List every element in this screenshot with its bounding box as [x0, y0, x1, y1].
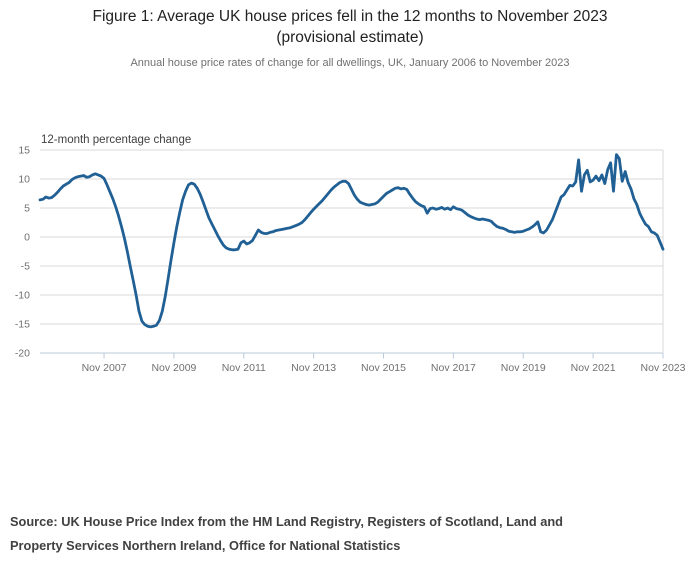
x-tick-label-3: Nov 2013 — [291, 362, 336, 374]
x-tick-label-0: Nov 2007 — [82, 362, 127, 374]
x-tick-label-5: Nov 2017 — [431, 362, 476, 374]
x-tick-label-4: Nov 2015 — [361, 362, 406, 374]
x-tick-label-1: Nov 2009 — [151, 362, 196, 374]
y-tick-label-15: 15 — [18, 145, 30, 157]
y-axis-title: 12-month percentage change — [41, 134, 192, 146]
figure-title: Figure 1: Average UK house prices fell i… — [0, 6, 700, 48]
y-tick-label--15: -15 — [15, 319, 30, 331]
source-line-2: Property Services Northern Ireland, Offi… — [10, 538, 401, 553]
x-tick-label-7: Nov 2021 — [571, 362, 616, 374]
house-price-series-line — [38, 153, 665, 329]
source-note: Source: UK House Price Index from the HM… — [10, 510, 670, 558]
x-tick-label-6: Nov 2019 — [501, 362, 546, 374]
y-tick-label-10: 10 — [18, 174, 30, 186]
x-tick-label-2: Nov 2011 — [222, 362, 266, 374]
y-tick-label-0: 0 — [24, 232, 30, 244]
source-line-1: Source: UK House Price Index from the HM… — [10, 514, 563, 529]
figure-title-line-1: Figure 1: Average UK house prices fell i… — [92, 8, 608, 25]
y-tick-label--10: -10 — [15, 290, 30, 302]
y-tick-label-5: 5 — [24, 203, 30, 215]
y-tick-label--20: -20 — [15, 348, 30, 360]
figure-title-line-2: (provisional estimate) — [276, 29, 424, 46]
x-tick-label-8: Nov 2023 — [641, 362, 686, 374]
figure-subtitle: Annual house price rates of change for a… — [130, 57, 570, 69]
y-tick-label--5: -5 — [21, 261, 30, 273]
